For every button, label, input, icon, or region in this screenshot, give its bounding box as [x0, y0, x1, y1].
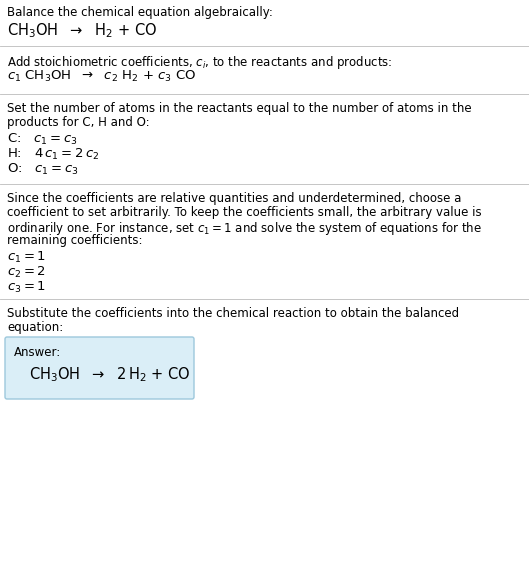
Text: H:   $4\,c_1 = 2\,c_2$: H: $4\,c_1 = 2\,c_2$ — [7, 147, 99, 162]
Text: Balance the chemical equation algebraically:: Balance the chemical equation algebraica… — [7, 6, 273, 19]
Text: $c_1$ $\mathregular{CH_3OH}$  $\rightarrow$  $c_2$ $\mathregular{H_2}$ + $c_3$ C: $c_1$ $\mathregular{CH_3OH}$ $\rightarro… — [7, 69, 196, 84]
Text: $c_3 = 1$: $c_3 = 1$ — [7, 280, 46, 295]
Text: Answer:: Answer: — [14, 346, 61, 359]
Text: equation:: equation: — [7, 321, 63, 334]
Text: $c_2 = 2$: $c_2 = 2$ — [7, 265, 46, 280]
Text: $\mathregular{CH_3OH}$  $\rightarrow$  $\mathregular{H_2}$ + CO: $\mathregular{CH_3OH}$ $\rightarrow$ $\m… — [7, 21, 157, 40]
Text: Add stoichiometric coefficients, $c_i$, to the reactants and products:: Add stoichiometric coefficients, $c_i$, … — [7, 54, 393, 71]
Text: remaining coefficients:: remaining coefficients: — [7, 234, 142, 247]
Text: Substitute the coefficients into the chemical reaction to obtain the balanced: Substitute the coefficients into the che… — [7, 307, 459, 320]
Text: Since the coefficients are relative quantities and underdetermined, choose a: Since the coefficients are relative quan… — [7, 192, 461, 205]
Text: ordinarily one. For instance, set $c_1 = 1$ and solve the system of equations fo: ordinarily one. For instance, set $c_1 =… — [7, 220, 482, 237]
Text: coefficient to set arbitrarily. To keep the coefficients small, the arbitrary va: coefficient to set arbitrarily. To keep … — [7, 206, 481, 219]
Text: O:   $c_1 = c_3$: O: $c_1 = c_3$ — [7, 162, 79, 177]
Text: $c_1 = 1$: $c_1 = 1$ — [7, 250, 46, 265]
Text: products for C, H and O:: products for C, H and O: — [7, 116, 150, 129]
FancyBboxPatch shape — [5, 337, 194, 399]
Text: Set the number of atoms in the reactants equal to the number of atoms in the: Set the number of atoms in the reactants… — [7, 102, 472, 115]
Text: C:   $c_1 = c_3$: C: $c_1 = c_3$ — [7, 132, 78, 147]
Text: $\mathregular{CH_3OH}$  $\rightarrow$  $2\,\mathregular{H_2}$ + CO: $\mathregular{CH_3OH}$ $\rightarrow$ $2\… — [29, 365, 190, 384]
